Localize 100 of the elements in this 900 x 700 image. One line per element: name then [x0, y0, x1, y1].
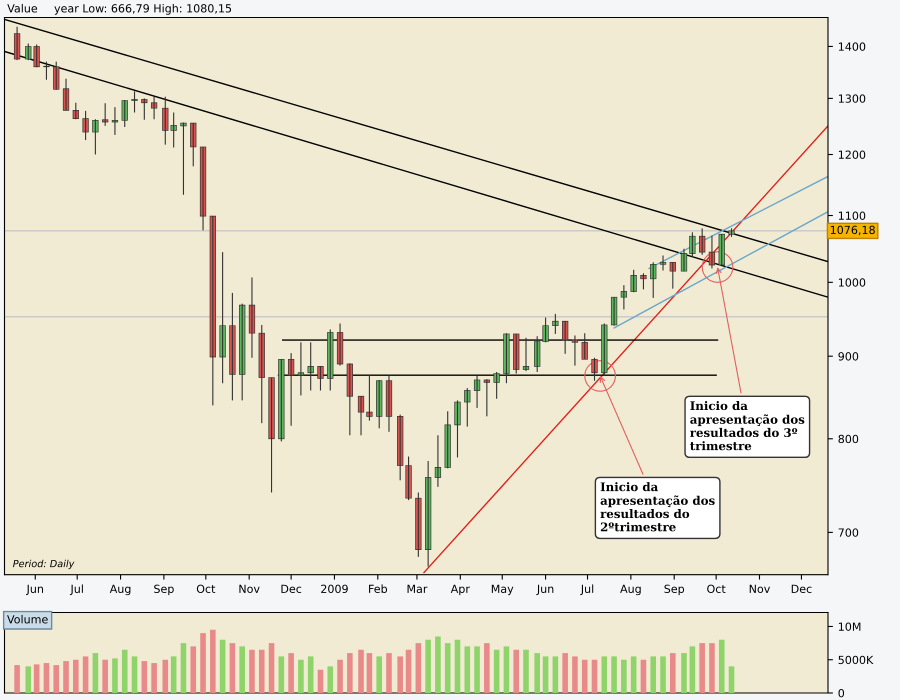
bar — [239, 646, 245, 693]
bar — [650, 656, 656, 693]
y-tick-label: 1300 — [838, 94, 866, 103]
bar — [34, 664, 40, 693]
bar — [425, 640, 431, 693]
bar — [464, 646, 470, 693]
x-tick-label: Mar — [408, 584, 428, 594]
x-tick-label: Oct — [196, 584, 216, 594]
x-tick-label: Dec — [281, 584, 302, 594]
bar — [376, 656, 382, 693]
bar — [552, 656, 558, 693]
x-tick-label: Dec — [792, 584, 812, 594]
bar — [200, 633, 206, 693]
x-tick-label: Nov — [239, 584, 260, 594]
y-tick-label: 800 — [838, 434, 858, 444]
bar — [258, 650, 265, 693]
bar — [494, 650, 500, 693]
y-tick-label: 1400 — [838, 42, 866, 51]
bar — [230, 643, 236, 693]
bar — [318, 670, 324, 693]
x-tick-label: Apr — [450, 584, 470, 596]
bar — [112, 658, 118, 693]
bar — [278, 656, 284, 693]
bar — [327, 666, 334, 693]
x-tick-label: Feb — [369, 584, 388, 594]
chart-subtitle: year Low: 666,79 High: 1080,15 — [54, 4, 232, 15]
bar — [308, 656, 314, 693]
bar — [220, 640, 226, 693]
bar — [718, 640, 725, 693]
bar — [249, 650, 255, 693]
bar — [444, 643, 451, 693]
chart-title: Volume — [7, 614, 48, 624]
x-tick-label: Jul — [580, 584, 594, 596]
x-tick-label: May — [492, 584, 514, 596]
y-tick-label: 0 — [838, 688, 844, 698]
bar — [14, 665, 20, 693]
bar — [435, 636, 441, 693]
x-tick-label: Jun — [536, 584, 554, 596]
bar — [73, 660, 79, 693]
x-tick-label: Oct — [707, 584, 726, 594]
x-tick-label: Jun — [26, 584, 43, 596]
bar — [621, 660, 627, 693]
annotation: Inicio da apresentação dos resultados do 2ºtrimestre — [600, 482, 715, 532]
y-tick-label: 10M — [838, 622, 860, 631]
bar — [611, 656, 617, 693]
bar — [534, 653, 540, 693]
bar — [728, 666, 734, 693]
bar — [630, 656, 636, 693]
bar — [63, 661, 69, 693]
bar — [690, 646, 696, 693]
x-tick-label: 2009 — [321, 584, 348, 594]
x-tick-label: Sep — [664, 584, 684, 596]
y-tick-label: 5000K — [838, 656, 874, 664]
bar — [504, 646, 510, 693]
candlestick — [131, 90, 138, 114]
ref-line-label: 1076,18 — [830, 226, 875, 236]
x-tick-label: Sep — [154, 584, 174, 596]
x-tick-label: Jul — [70, 584, 83, 596]
bar — [386, 653, 392, 693]
x-tick-label: Aug — [620, 584, 641, 596]
x-tick-label: Nov — [750, 584, 770, 594]
bar — [602, 656, 608, 693]
bar — [170, 656, 176, 693]
bar — [523, 650, 529, 693]
bar — [180, 643, 186, 693]
bar — [44, 663, 50, 693]
bar — [347, 653, 353, 693]
bar — [358, 650, 364, 693]
bar — [288, 653, 294, 693]
y-tick-label: 1100 — [838, 211, 866, 220]
bar — [151, 663, 157, 693]
bar — [298, 660, 304, 693]
bar — [92, 653, 98, 693]
y-tick-label: 1000 — [838, 278, 866, 287]
y-tick-label: 900 — [838, 352, 858, 361]
bar — [542, 656, 548, 693]
bar — [670, 653, 676, 693]
bar — [53, 665, 60, 693]
bar — [337, 660, 343, 693]
bar — [699, 643, 705, 693]
bar — [25, 666, 32, 693]
bar — [640, 660, 646, 693]
candlestick — [718, 234, 725, 266]
bar — [162, 660, 168, 693]
bar — [190, 646, 196, 693]
x-tick-label: Aug — [110, 584, 130, 596]
bar — [102, 660, 108, 693]
bar — [484, 643, 490, 693]
bar — [513, 650, 520, 693]
bar — [210, 630, 216, 693]
bar — [681, 653, 687, 693]
bar — [132, 656, 138, 693]
candlestick — [620, 284, 628, 310]
y-axis-title: Value — [7, 4, 38, 13]
candlestick — [141, 98, 148, 120]
bar — [454, 640, 460, 693]
annotation: Period: Daily — [12, 560, 74, 570]
bar — [562, 653, 568, 693]
bar — [660, 656, 666, 693]
bar — [572, 656, 578, 693]
